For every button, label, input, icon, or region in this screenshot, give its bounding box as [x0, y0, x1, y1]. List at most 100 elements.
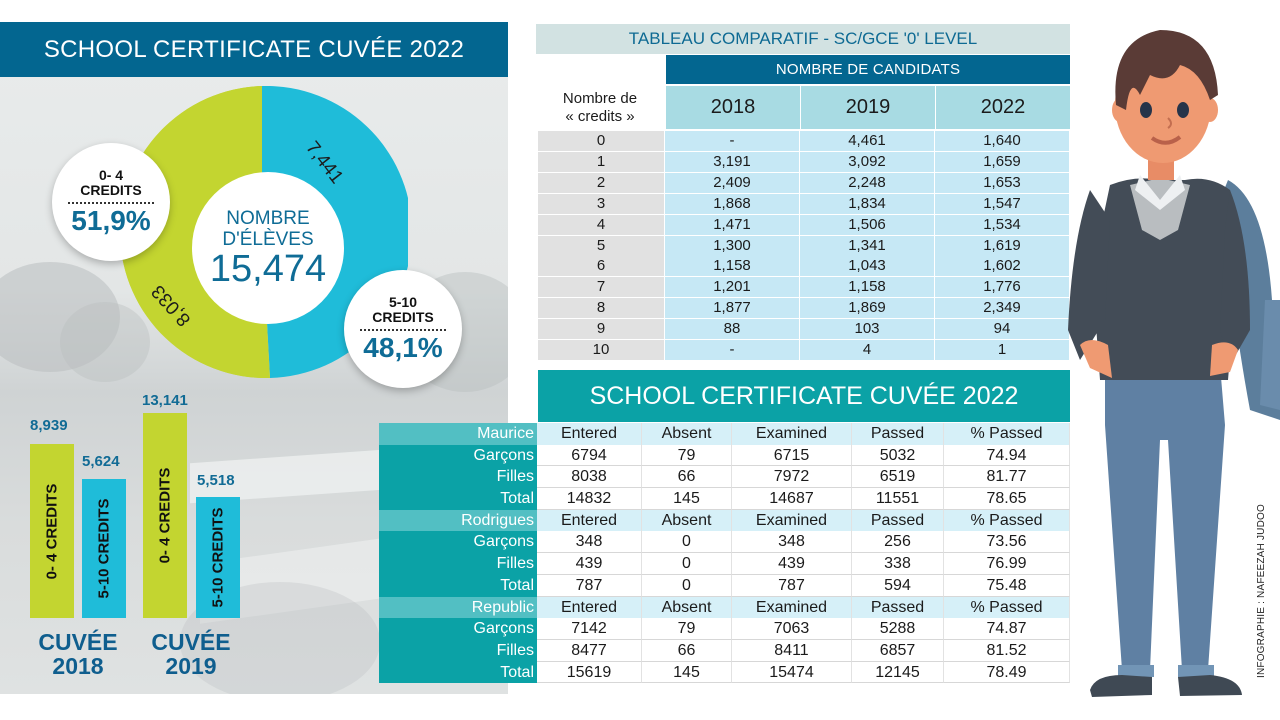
credits-count-cell: 0	[538, 131, 664, 151]
hair	[1115, 30, 1218, 110]
donut-center-line2: D'ÉLÈVES	[222, 228, 314, 250]
tableau-row: 9 88 103 94	[538, 319, 1070, 340]
bubble-left-percent: 51,9%	[71, 205, 151, 236]
sc-table-body: Maurice Entered Absent Examined Passed% Pass…	[379, 423, 1070, 684]
sc-value-cell: 787	[732, 574, 852, 597]
sc-table-row: Garçons 348 0 348 256 73.56	[379, 531, 1070, 554]
candidates-cell: 1,043	[800, 256, 934, 277]
sc-value-cell: 76.99	[944, 553, 1070, 575]
sc-value-cell: 0	[642, 574, 732, 597]
sc-row-label: Filles	[379, 639, 537, 662]
sc-value-cell: 256	[852, 531, 944, 554]
tableau-row: 6 1,158 1,043 1,602	[538, 256, 1070, 277]
sc-value-cell: 0	[642, 553, 732, 575]
bar-label: 5-10 CREDITS	[209, 507, 227, 608]
sc-value-cell: 73.56	[944, 531, 1070, 554]
candidates-cell: -	[665, 131, 799, 151]
sc-region-label: Republic	[379, 596, 537, 619]
sc-value-cell: 75.48	[944, 574, 1070, 597]
sc-region-label: Maurice	[379, 423, 537, 445]
sc-column-header: Absent	[642, 423, 732, 445]
right-shoe	[1178, 675, 1242, 696]
bubble-right-percent: 48,1%	[363, 332, 443, 363]
sc-table-title: SCHOOL CERTIFICATE CUVÉE 2022	[538, 370, 1070, 422]
sc-region-label: Rodrigues	[379, 509, 537, 532]
sc-column-header: Passed	[852, 596, 944, 619]
sc-column-header: Entered	[537, 423, 642, 445]
candidates-cell: 1,471	[665, 214, 799, 235]
sc-value-cell: 7142	[537, 618, 642, 640]
sc-table-row: Total 787 0 787 594 75.48	[379, 574, 1070, 597]
tableau-row: 8 1,877 1,869 2,349	[538, 298, 1070, 319]
sc-value-cell: 5032	[852, 444, 944, 467]
sc-column-header: Entered	[537, 509, 642, 532]
bar-2018-0-4-value: 8,939	[30, 417, 68, 434]
tableau-year-2022: 2022	[936, 86, 1070, 129]
candidates-cell: 1,158	[800, 277, 934, 298]
candidates-cell: 1,659	[935, 151, 1069, 172]
jeans	[1105, 365, 1225, 670]
sc-value-cell: 8477	[537, 639, 642, 662]
donut-center-line1: NOMBRE	[226, 207, 310, 229]
sc-value-cell: 14832	[537, 488, 642, 510]
sc-value-cell: 14687	[732, 488, 852, 510]
sc-value-cell: 594	[852, 574, 944, 597]
sc-column-header: % Passed	[944, 596, 1070, 619]
sc-table-row: Filles 8477 66 8411 6857 81.52	[379, 639, 1070, 662]
sc-table-row: Total 14832 145 14687 11551 78.65	[379, 488, 1070, 510]
tableau-group-header: NOMBRE DE CANDIDATS	[666, 55, 1070, 84]
candidates-cell: 94	[935, 319, 1069, 340]
sc-value-cell: 8038	[537, 466, 642, 489]
sc-value-cell: 8411	[732, 639, 852, 662]
bubble-left-line2: CREDITS	[80, 182, 142, 198]
donut-center: NOMBRE D'ÉLÈVES 15,474	[192, 172, 344, 324]
sc-value-cell: 66	[642, 466, 732, 489]
credits-count-cell: 5	[538, 235, 664, 256]
sc-value-cell: 74.94	[944, 444, 1070, 467]
candidates-cell: 2,409	[665, 172, 799, 193]
bubble-right-line2: CREDITS	[372, 309, 434, 325]
sc-table-row: Garçons 6794 79 6715 5032 74.94	[379, 444, 1070, 467]
sc-column-header: Passed	[852, 509, 944, 532]
bubble-5-10-credits: 5-10 CREDITS 48,1%	[344, 270, 462, 388]
credits-count-cell: 3	[538, 193, 664, 214]
bubble-right-line1: 5-10	[388, 294, 418, 310]
sc-row-label: Garçons	[379, 444, 537, 467]
candidates-cell: 1,868	[665, 193, 799, 214]
sc-table-row: Filles 439 0 439 338 76.99	[379, 553, 1070, 575]
sc-value-cell: 79	[642, 618, 732, 640]
sc-row-label: Total	[379, 574, 537, 597]
candidates-cell: 2,248	[800, 172, 934, 193]
tableau-row: 3 1,868 1,834 1,547	[538, 193, 1070, 214]
tableau-year-2018: 2018	[666, 86, 800, 129]
bar-2019-0-4-value: 13,141	[142, 392, 188, 409]
sc-section-header: Republic Entered Absent Examined Passed% Pas…	[379, 596, 1070, 619]
sweater	[1092, 178, 1238, 380]
tableau-title: TABLEAU COMPARATIF - SC/GCE '0' LEVEL	[536, 24, 1070, 54]
sc-value-cell: 12145	[852, 661, 944, 684]
credits-count-cell: 4	[538, 214, 664, 235]
candidates-cell: 1,300	[665, 235, 799, 256]
sc-value-cell: 79	[642, 444, 732, 467]
bar-2018-5-10-value: 5,624	[82, 453, 120, 470]
sc-value-cell: 7972	[732, 466, 852, 489]
sc-value-cell: 348	[732, 531, 852, 554]
sc-value-cell: 15619	[537, 661, 642, 684]
candidates-cell: 103	[800, 319, 934, 340]
donut-center-total: 15,474	[209, 247, 327, 290]
sc-column-header: Passed	[852, 423, 944, 445]
candidates-cell: 1,834	[800, 193, 934, 214]
candidates-cell: 1,653	[935, 172, 1069, 193]
sc-section-header: Rodrigues Entered Absent Examined Passed% Pa…	[379, 509, 1070, 532]
candidates-cell: 1,201	[665, 277, 799, 298]
candidates-cell: 1,869	[800, 298, 934, 319]
sc-table-row: Filles 8038 66 7972 6519 81.77	[379, 466, 1070, 489]
tableau-row: 5 1,300 1,341 1,619	[538, 235, 1070, 256]
bar-2019-5-10: 5-10 CREDITS	[196, 497, 240, 618]
sc-column-header: Entered	[537, 596, 642, 619]
bubble-0-4-credits: 0- 4 CREDITS 51,9%	[52, 143, 170, 261]
candidates-cell: 3,191	[665, 151, 799, 172]
candidates-cell: 1,602	[935, 256, 1069, 277]
candidates-cell: 4,461	[800, 131, 934, 151]
sc-value-cell: 6715	[732, 444, 852, 467]
